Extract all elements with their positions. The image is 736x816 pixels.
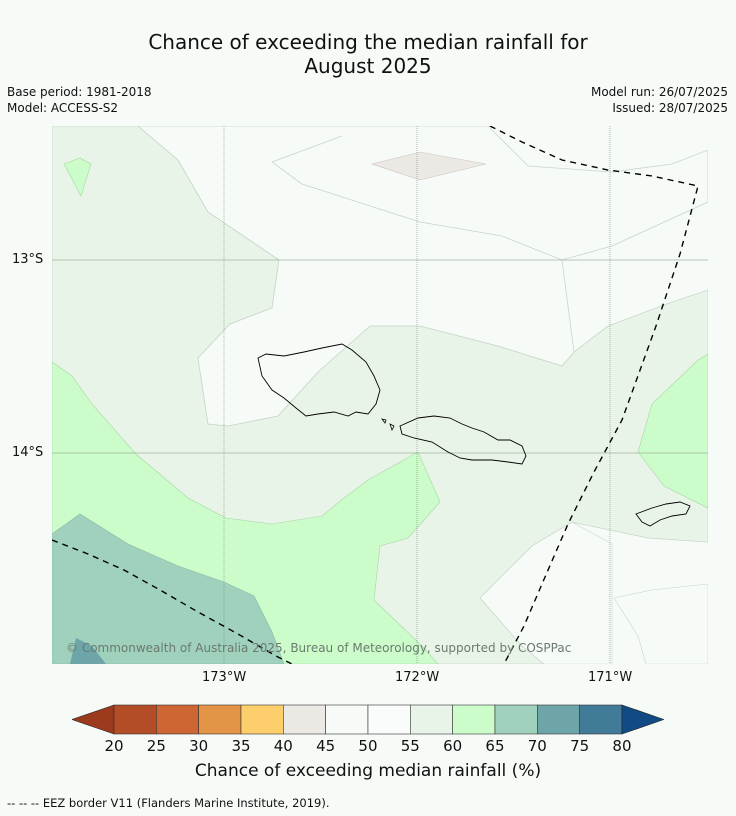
colorbar-title: Chance of exceeding median rainfall (%) bbox=[194, 761, 542, 781]
map-svg bbox=[51, 125, 709, 665]
colorbar-tick-30: 30 bbox=[189, 737, 209, 755]
colorbar-tick-35: 35 bbox=[231, 737, 251, 755]
contour-50-55-southeast bbox=[479, 521, 613, 665]
colorbar-tick-60: 60 bbox=[443, 737, 463, 755]
upolu-island bbox=[399, 415, 527, 465]
colorbar-tick-20: 20 bbox=[104, 737, 124, 755]
colorbar-tick-40: 40 bbox=[273, 737, 293, 755]
title-line-1: Chance of exceeding the median rainfall … bbox=[148, 30, 588, 54]
contour-40-45-patch bbox=[370, 151, 487, 181]
lon-label-171w: 171°W bbox=[588, 670, 633, 685]
colorbar-segment-40-45 bbox=[283, 704, 326, 735]
model-name: Model: ACCESS-S2 bbox=[7, 101, 119, 115]
colorbar-segment-60-65 bbox=[452, 704, 496, 735]
contour-60-65-nw-patch bbox=[63, 157, 92, 197]
colorbar-tick-50: 50 bbox=[358, 737, 378, 755]
contour-50-55-pocket bbox=[136, 125, 709, 427]
map-title: Chance of exceeding the median rainfall … bbox=[0, 30, 736, 78]
lon-label-172w: 172°W bbox=[395, 670, 440, 685]
meta-right: Model run: 26/07/2025 Issued: 28/07/2025 bbox=[591, 84, 728, 116]
colorbar-tick-55: 55 bbox=[400, 737, 420, 755]
colorbar-tick-75: 75 bbox=[570, 737, 590, 755]
model-run: Model run: 26/07/2025 bbox=[590, 85, 728, 99]
manono-islet bbox=[381, 418, 387, 424]
lon-label-173w: 173°W bbox=[202, 670, 247, 685]
base-period: Base period: 1981-2018 bbox=[7, 85, 152, 99]
colorbar-segment-20-25 bbox=[113, 704, 157, 735]
issued-date: Issued: 28/07/2025 bbox=[612, 101, 728, 115]
colorbar bbox=[72, 704, 664, 735]
colorbar-segment-35-40 bbox=[240, 704, 284, 735]
lat-label-13s: 13°S bbox=[12, 252, 44, 267]
colorbar-tick-25: 25 bbox=[146, 737, 166, 755]
map-panel bbox=[51, 125, 709, 665]
colorbar-segment-75-80 bbox=[579, 704, 623, 735]
eez-footnote: -- -- -- EEZ border V11 (Flanders Marine… bbox=[7, 796, 330, 810]
colorbar-segments bbox=[72, 704, 664, 735]
lat-label-14s: 14°S bbox=[12, 445, 44, 460]
colorbar-segment-70-75 bbox=[536, 704, 580, 735]
colorbar-extend-low bbox=[72, 704, 115, 735]
colorbar-tick-80: 80 bbox=[612, 737, 632, 755]
savaii-island bbox=[257, 343, 381, 417]
colorbar-tick-65: 65 bbox=[485, 737, 505, 755]
colorbar-segment-30-35 bbox=[198, 704, 242, 735]
colorbar-tick-45: 45 bbox=[316, 737, 336, 755]
contour-70-75-corner bbox=[70, 638, 106, 664]
apolima-islet bbox=[389, 423, 395, 432]
colorbar-segment-25-30 bbox=[156, 704, 199, 735]
colorbar-segment-45-50 bbox=[325, 704, 369, 735]
title-line-2: August 2025 bbox=[304, 54, 432, 78]
colorbar-segment-55-60 bbox=[410, 704, 453, 735]
tutuila-island bbox=[635, 501, 691, 527]
meta-left: Base period: 1981-2018 Model: ACCESS-S2 bbox=[7, 84, 152, 116]
eez-border-southwest bbox=[51, 539, 293, 665]
colorbar-extend-high bbox=[621, 704, 664, 735]
colorbar-segment-65-70 bbox=[494, 704, 538, 735]
colorbar-segment-50-55 bbox=[367, 704, 411, 735]
colorbar-tick-70: 70 bbox=[527, 737, 547, 755]
copyright-notice: © Commonwealth of Australia 2025, Bureau… bbox=[66, 641, 572, 655]
